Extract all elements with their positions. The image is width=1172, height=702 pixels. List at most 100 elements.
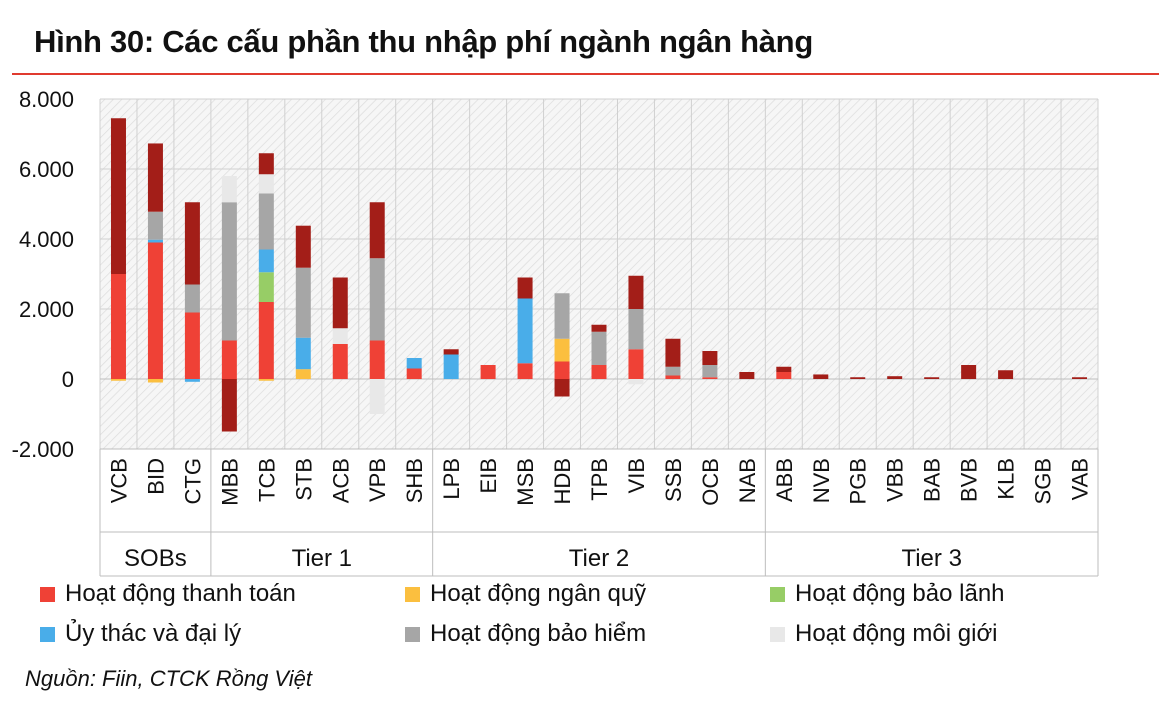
x-tick-label: LPB <box>439 458 464 500</box>
y-axis: 8.000 6.000 4.000 2.000 0 -2.000 <box>12 87 74 462</box>
x-tick-label: VPB <box>365 458 390 502</box>
x-tick-label: SHB <box>402 458 427 503</box>
plot-area-background <box>100 99 1098 449</box>
x-tick-label: PGB <box>846 458 871 504</box>
legend-label: Hoạt động bảo lãnh <box>795 580 1005 607</box>
figure-title: Hình 30: Các cấu phần thu nhập phí ngành… <box>34 24 813 59</box>
chart-legend: Hoạt động thanh toán Hoạt động ngân quỹ Ho… <box>40 574 1160 654</box>
bar-segment <box>406 358 422 369</box>
bar-segment <box>443 354 459 379</box>
bar-segment <box>628 379 644 385</box>
legend-swatch <box>405 626 420 642</box>
bar-segment <box>850 377 866 379</box>
bar-segment <box>776 372 792 379</box>
legend-label: Hoạt động môi giới <box>795 620 998 647</box>
bar-segment <box>147 379 163 383</box>
bar-segment <box>184 202 200 285</box>
bar-segment <box>332 277 348 329</box>
bar-segment <box>147 242 163 379</box>
legend-item: Hoạt động thanh toán <box>40 580 296 608</box>
bar-segment <box>628 309 644 350</box>
x-tick-label: NAB <box>735 458 760 503</box>
bar-segment <box>295 267 311 338</box>
x-tick-label: VCB <box>107 458 132 503</box>
y-tick-label: 4.000 <box>19 227 74 252</box>
bar-segment <box>147 239 163 243</box>
bar-segment <box>221 340 237 379</box>
bar-segment <box>295 369 311 379</box>
legend-item: Ủy thác và đại lý <box>40 620 241 648</box>
bar-segment <box>295 337 311 370</box>
legend-item: Hoạt động bảo hiểm <box>405 620 646 648</box>
bar-segment <box>258 153 274 175</box>
bar-segment <box>184 312 200 379</box>
bar-segment <box>665 375 681 379</box>
bar-segment <box>665 366 681 376</box>
x-tick-label: ACB <box>328 458 353 503</box>
bar-segment <box>998 370 1014 379</box>
bar-segment <box>332 344 348 379</box>
bar-segment <box>147 143 163 212</box>
bar-segment <box>517 277 533 299</box>
bar-segment <box>369 202 385 259</box>
bar-segment <box>702 377 718 379</box>
x-tick-label: SGB <box>1031 458 1056 504</box>
group-label: Tier 2 <box>569 545 629 572</box>
x-tick-label: STB <box>291 458 316 501</box>
bar-segment <box>961 365 977 379</box>
bar-segment <box>184 284 200 313</box>
legend-label: Ủy thác và đại lý <box>65 620 242 647</box>
stacked-bar-chart: 8.000 6.000 4.000 2.000 0 -2.000 VCB BID CTG MBB… <box>12 87 1099 577</box>
bar-segment <box>369 340 385 379</box>
bars <box>110 118 1088 432</box>
bar-segment <box>147 211 163 240</box>
bar-segment <box>295 225 311 268</box>
legend-item: Hoạt động bảo lãnh <box>770 580 1005 608</box>
bar-segment <box>554 338 570 362</box>
bar-segment <box>739 372 755 379</box>
y-tick-label: 6.000 <box>19 157 74 182</box>
bar-segment <box>443 349 459 355</box>
bar-segment <box>110 118 126 274</box>
bar-segment <box>665 338 681 367</box>
bar-segment <box>221 176 237 203</box>
bar-segment <box>221 379 237 432</box>
legend-swatch <box>405 586 420 602</box>
y-tick-label: 2.000 <box>19 297 74 322</box>
bar-segment <box>110 274 126 379</box>
bar-segment <box>258 379 274 381</box>
x-tick-label: TCB <box>254 458 279 502</box>
bar-segment <box>554 379 570 397</box>
bar-segment <box>554 293 570 339</box>
x-axis: VCB BID CTG MBB TCB STB ACB VPB SHB LPB EIB MSB HDB T… <box>99 448 1099 577</box>
x-tick-label: BID <box>143 458 168 495</box>
x-tick-label: BAB <box>920 458 945 502</box>
bar-segment <box>258 272 274 302</box>
x-tick-label: KLB <box>994 458 1019 500</box>
legend-swatch <box>770 586 785 602</box>
legend-swatch <box>40 586 55 602</box>
bar-segment <box>887 376 903 379</box>
x-tick-label: NVB <box>809 458 834 503</box>
bar-segment <box>591 365 607 379</box>
bar-segment <box>258 174 274 194</box>
source-note: Nguồn: Fiin, CTCK Rồng Việt <box>25 666 312 691</box>
bar-segment <box>1072 377 1088 379</box>
title-divider <box>12 73 1159 75</box>
x-tick-label: MSB <box>513 458 538 506</box>
bar-segment <box>406 368 422 379</box>
bar-segment <box>332 328 348 344</box>
x-tick-label: VAB <box>1068 458 1093 500</box>
legend-label: Hoạt động thanh toán <box>65 580 296 607</box>
bar-segment <box>221 202 237 341</box>
legend-swatch <box>40 626 55 642</box>
legend-label: Hoạt động ngân quỹ <box>430 580 647 607</box>
group-label: SOBs <box>124 545 187 572</box>
legend-item: Hoạt động ngân quỹ <box>405 580 646 608</box>
x-tick-label: TPB <box>587 458 612 501</box>
y-tick-label: -2.000 <box>12 437 74 462</box>
y-tick-label: 0 <box>62 367 74 392</box>
legend-label: Hoạt động bảo hiểm <box>430 620 647 647</box>
bar-segment <box>258 193 274 250</box>
legend-item: Hoạt động môi giới <box>770 620 998 648</box>
